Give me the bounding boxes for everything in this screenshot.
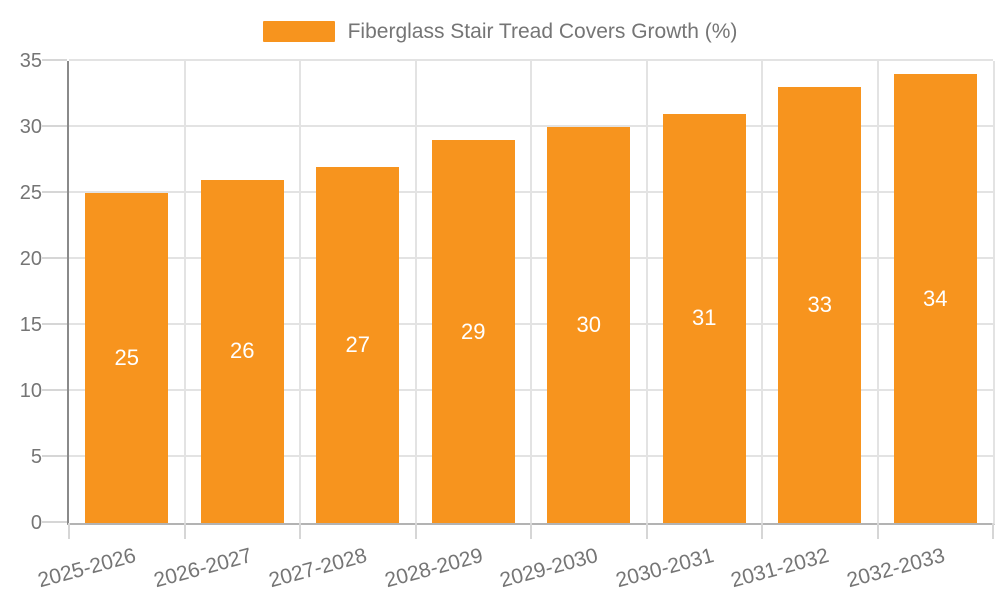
x-gridline [414,61,417,523]
y-axis-tick [42,125,67,127]
x-axis-tick [761,523,763,539]
y-axis-tick [42,59,67,61]
bar[interactable]: 25 [85,193,169,523]
legend-label: Fiberglass Stair Tread Covers Growth (%) [347,20,738,43]
bar-value-label: 27 [345,331,370,357]
y-axis-label: 30 [19,116,42,138]
x-axis-tick [530,523,532,539]
bar[interactable]: 26 [200,179,284,523]
x-axis-tick [876,523,879,539]
y-axis-label: 5 [30,446,42,468]
x-gridline [645,61,648,523]
y-axis-label: 0 [30,512,42,534]
bar[interactable]: 30 [547,127,631,523]
x-axis-label: 2025-2026 [35,544,139,593]
x-gridline [876,61,879,523]
y-gridline [69,59,993,61]
x-axis-label: 2027-2028 [266,544,370,593]
y-axis-label: 35 [19,50,42,72]
x-axis-label: 2026-2027 [151,544,255,593]
y-axis-label: 20 [19,248,42,270]
bar[interactable]: 33 [778,87,862,523]
x-gridline [299,61,301,523]
y-axis-label: 15 [19,314,42,336]
x-gridline [183,61,186,523]
x-axis-tick [68,523,70,539]
bar[interactable]: 31 [662,113,746,523]
y-axis-tick [42,257,67,259]
y-axis-tick [42,521,67,523]
bar[interactable]: 29 [431,140,515,523]
legend[interactable]: Fiberglass Stair Tread Covers Growth (%) [0,21,1000,42]
x-gridline [530,61,532,523]
plot-area: 25 26 27 29 30 31 33 34 [42,59,995,539]
bar-value-label: 31 [692,305,717,331]
y-axis-tick [42,191,67,193]
bar[interactable]: 27 [316,166,400,523]
bar[interactable]: 34 [893,74,977,523]
x-axis-tick [299,523,301,539]
y-axis-tick [42,455,67,457]
x-axis-tick [183,523,186,539]
x-axis-label: 2030-2031 [613,544,717,593]
x-axis-tick [414,523,417,539]
bar-value-label: 29 [461,318,486,344]
x-axis-tick [645,523,648,539]
y-axis-tick [42,323,67,325]
x-gridline [761,61,763,523]
x-axis-label: 2032-2033 [844,544,948,593]
y-axis-label: 25 [19,182,42,204]
legend-swatch [262,21,335,42]
y-axis-label: 10 [19,380,42,402]
bar-value-label: 26 [230,338,255,364]
y-axis-tick [42,389,67,391]
x-axis-label: 2031-2032 [728,544,832,593]
bar-value-label: 34 [923,285,948,311]
x-axis-label: 2028-2029 [382,544,486,593]
bar-value-label: 25 [114,345,139,370]
x-axis-label: 2029-2030 [497,544,601,593]
bar-value-label: 33 [807,292,832,318]
bar-value-label: 30 [576,312,601,337]
x-axis-tick [992,523,994,539]
